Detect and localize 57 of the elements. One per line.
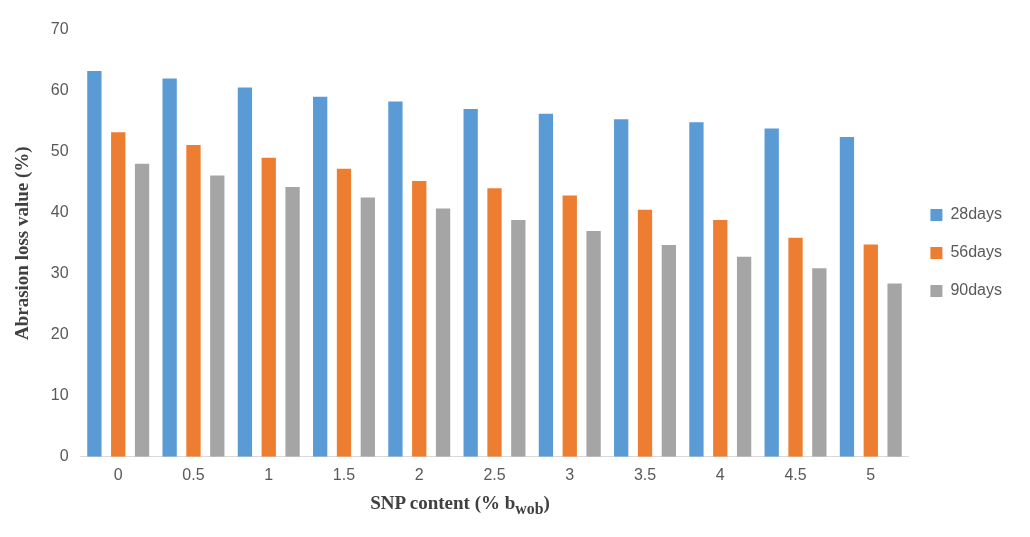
bar xyxy=(162,78,177,457)
y-tick-label: 10 xyxy=(50,386,69,404)
x-tick-label: 0.5 xyxy=(182,465,205,483)
x-tick-label: 4.5 xyxy=(784,465,807,483)
x-tick-label: 4 xyxy=(715,465,725,483)
bar xyxy=(237,87,253,457)
bar xyxy=(562,195,577,457)
bar xyxy=(586,230,601,457)
bar xyxy=(186,144,201,457)
x-axis-title: SNP content (% b$_{wob}$) xyxy=(369,492,551,518)
bar xyxy=(336,168,352,457)
bar xyxy=(134,163,150,457)
bar xyxy=(863,244,878,457)
bar xyxy=(764,128,779,457)
bar xyxy=(487,188,502,457)
x-tick-label: 1.5 xyxy=(332,465,356,483)
y-tick-label: 50 xyxy=(50,142,69,160)
bar xyxy=(713,220,728,457)
bar xyxy=(661,245,676,457)
y-axis-title: Abrasion loss value (%) xyxy=(11,146,34,341)
bar xyxy=(463,108,478,457)
x-tick-label: 2.5 xyxy=(483,465,506,483)
bar xyxy=(87,71,102,457)
bar xyxy=(435,208,451,457)
y-tick-label: 60 xyxy=(50,81,69,99)
bar xyxy=(210,175,225,457)
y-tick-label: 40 xyxy=(50,203,69,221)
x-tick-label: 0 xyxy=(113,465,123,483)
legend-label: 90days xyxy=(950,281,1002,299)
bar xyxy=(261,157,276,457)
bar xyxy=(111,132,126,457)
bar xyxy=(689,122,704,457)
y-tick-label: 30 xyxy=(50,264,69,282)
bar xyxy=(614,119,629,457)
bar xyxy=(839,137,855,457)
bar xyxy=(360,197,375,457)
bar xyxy=(736,256,752,457)
x-tick-label: 1 xyxy=(264,465,274,483)
bar xyxy=(313,96,328,457)
x-tick-label: 3.5 xyxy=(633,465,657,483)
y-tick-label: 0 xyxy=(59,447,69,465)
bar xyxy=(788,237,803,457)
y-tick-label: 70 xyxy=(50,20,69,38)
bar xyxy=(812,268,827,457)
x-tick-label: 2 xyxy=(414,465,424,483)
bar xyxy=(285,187,300,457)
legend-label: 56days xyxy=(950,243,1002,261)
bar xyxy=(538,113,554,457)
bar xyxy=(887,283,902,457)
bar xyxy=(388,101,403,457)
bar xyxy=(637,209,653,457)
y-tick-label: 20 xyxy=(50,325,69,343)
legend-label: 28days xyxy=(950,205,1002,223)
x-tick-label: 3 xyxy=(565,465,575,483)
x-tick-label: 5 xyxy=(866,465,876,483)
bar xyxy=(412,180,427,457)
bar xyxy=(511,220,526,457)
